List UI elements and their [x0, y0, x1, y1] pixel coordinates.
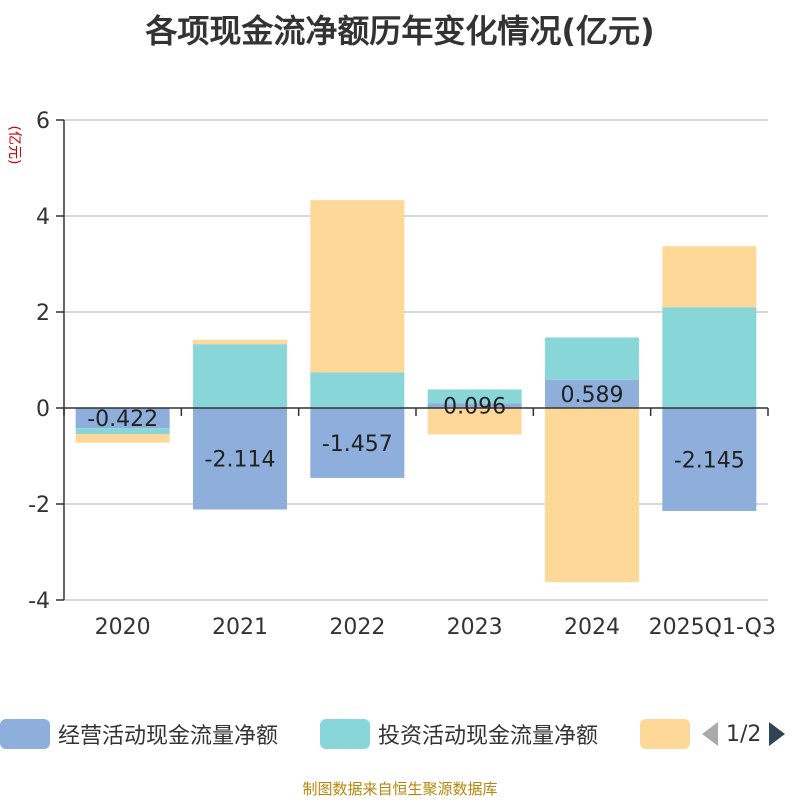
- legend-item-investing[interactable]: 投资活动现金流量净额: [320, 716, 598, 752]
- x-tick-label: 2023: [447, 615, 503, 640]
- bar-investing[interactable]: [545, 337, 639, 380]
- bar-third[interactable]: [193, 339, 287, 345]
- legend-swatch-third: [640, 719, 690, 749]
- bar-third[interactable]: [427, 408, 522, 435]
- bar-operating[interactable]: [310, 408, 405, 478]
- bar-layer: [75, 200, 757, 583]
- y-tick-label: 0: [36, 397, 50, 422]
- bar-third[interactable]: [310, 200, 405, 373]
- data-label: -2.114: [205, 448, 276, 473]
- y-tick-label: -2: [28, 493, 50, 518]
- y-tick-label: 4: [36, 205, 50, 230]
- x-tick-label: 2021: [212, 615, 268, 640]
- y-tick-label: 6: [36, 109, 50, 134]
- bar-operating[interactable]: [662, 408, 757, 511]
- label-layer: -0.422 -2.114 -1.457 0.096 0.589 -2.145: [87, 383, 745, 474]
- prev-page-icon[interactable]: [700, 720, 720, 748]
- x-tick-label: 2022: [329, 615, 385, 640]
- bar-investing[interactable]: [193, 344, 287, 408]
- data-label: -2.145: [674, 448, 745, 473]
- legend-item-third[interactable]: [640, 716, 690, 752]
- x-tick-label: 2020: [95, 615, 151, 640]
- data-label: -0.422: [87, 407, 158, 432]
- axis-layer: -4 -2 0 2 4 6 2020 2021 2022 2023 2024 2025Q1-Q3: [28, 109, 776, 640]
- next-page-icon[interactable]: [767, 720, 787, 748]
- data-label: 0.589: [561, 383, 624, 408]
- legend-swatch-investing: [320, 719, 370, 749]
- legend-label-investing: 投资活动现金流量净额: [378, 724, 599, 749]
- bar-investing[interactable]: [662, 307, 757, 408]
- bar-operating[interactable]: [545, 379, 639, 408]
- legend-swatch-operating: [0, 719, 50, 749]
- y-tick-label: -4: [28, 589, 50, 614]
- data-label: 0.096: [443, 395, 506, 420]
- bar-third[interactable]: [545, 408, 639, 583]
- y-tick-label: 2: [36, 301, 50, 326]
- bar-investing[interactable]: [75, 428, 170, 435]
- bar-third[interactable]: [75, 434, 170, 443]
- legend-pager: 1/2: [700, 716, 787, 752]
- grid-layer: [64, 119, 768, 601]
- bar-operating[interactable]: [193, 408, 287, 510]
- y-axis-label: (亿元): [6, 126, 22, 165]
- data-source-note: 制图数据来自恒生聚源数据库: [302, 780, 498, 798]
- chart-title: 各项现金流净额历年变化情况(亿元): [145, 12, 655, 50]
- x-tick-label: 2025Q1-Q3: [649, 615, 776, 640]
- bar-operating[interactable]: [75, 408, 170, 429]
- bar-investing[interactable]: [310, 372, 405, 408]
- data-label: -1.457: [322, 432, 393, 457]
- legend-page-indicator: 1/2: [726, 721, 762, 747]
- bar-operating[interactable]: [427, 403, 522, 408]
- bar-third[interactable]: [662, 246, 757, 308]
- x-tick-label: 2024: [564, 615, 620, 640]
- legend-item-operating[interactable]: 经营活动现金流量净额: [0, 716, 278, 752]
- bar-investing[interactable]: [427, 389, 522, 404]
- legend-label-operating: 经营活动现金流量净额: [58, 724, 279, 749]
